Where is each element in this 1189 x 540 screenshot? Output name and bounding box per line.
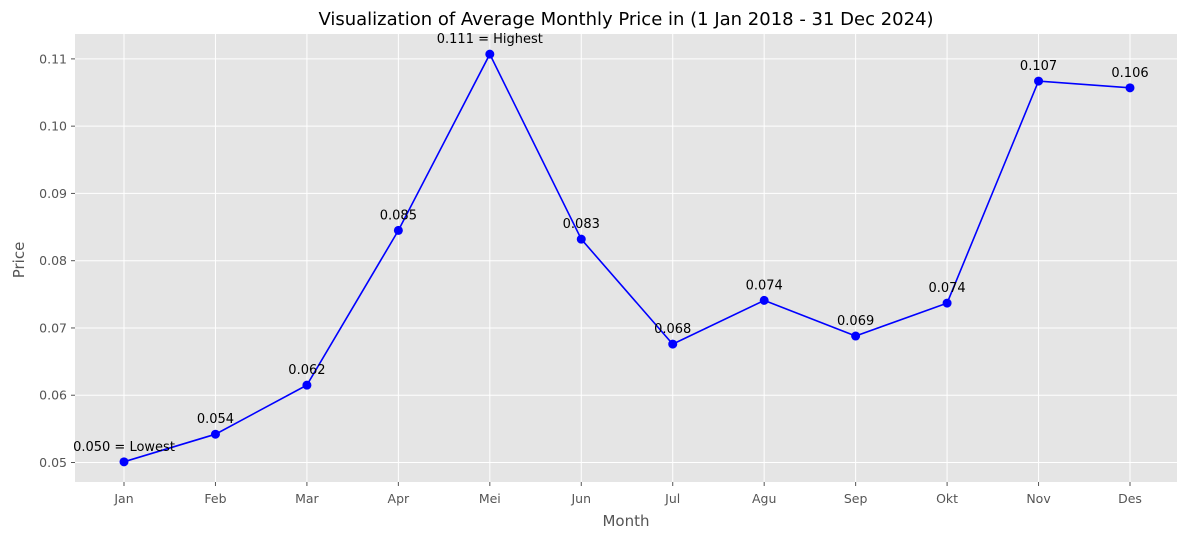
data-point: [1125, 83, 1135, 93]
series-line: [123, 52, 1131, 463]
data-point: [119, 457, 129, 467]
data-point: [210, 429, 220, 439]
data-label: 0.074: [928, 281, 965, 296]
x-tick-label: Okt: [936, 491, 958, 506]
data-label: 0.054: [197, 412, 234, 427]
y-tick-label: 0.05: [39, 455, 67, 470]
x-tick-label: Sep: [844, 491, 868, 506]
y-axis-ticks: 0.05 0.06 0.07 0.08 0.09 0.10 0.11: [39, 51, 75, 470]
data-point: [668, 339, 678, 349]
y-tick-label: 0.07: [39, 320, 67, 335]
data-label: 0.111 = Highest: [437, 32, 543, 47]
data-point: [1034, 76, 1044, 86]
data-point: [485, 49, 495, 59]
y-tick-label: 0.08: [39, 253, 67, 268]
data-point: [851, 331, 861, 341]
data-label: 0.107: [1020, 59, 1057, 74]
y-tick-label: 0.11: [39, 51, 67, 66]
series-markers: [119, 49, 1135, 467]
x-tick-label: Feb: [204, 491, 226, 506]
plot-area: [75, 34, 1177, 482]
x-tick-label: Agu: [752, 491, 776, 506]
data-label: 0.062: [288, 363, 325, 378]
y-tick-label: 0.09: [39, 186, 67, 201]
x-axis-label: Month: [602, 512, 649, 530]
data-point: [942, 298, 952, 308]
x-tick-label: Jun: [571, 491, 592, 506]
x-tick-label: Des: [1118, 491, 1142, 506]
x-tick-label: Mei: [479, 491, 501, 506]
data-label: 0.068: [654, 322, 691, 337]
data-point: [393, 225, 403, 235]
data-label: 0.083: [563, 217, 600, 232]
data-label: 0.074: [746, 278, 783, 293]
x-tick-label: Apr: [388, 491, 410, 506]
x-tick-label: Jul: [664, 491, 680, 506]
data-label: 0.085: [380, 208, 417, 223]
data-point: [759, 295, 769, 305]
y-tick-label: 0.10: [39, 119, 67, 134]
x-tick-label: Mar: [295, 491, 319, 506]
x-axis-ticks: Jan Feb Mar Apr Mei Jun Jul Agu Sep Okt Nov Des: [113, 482, 1142, 506]
data-point: [302, 380, 312, 390]
y-tick-label: 0.06: [39, 388, 67, 403]
grid: [75, 34, 1177, 482]
data-label: 0.106: [1111, 66, 1148, 81]
x-tick-label: Nov: [1026, 491, 1051, 506]
chart-title: Visualization of Average Monthly Price i…: [318, 9, 933, 30]
data-label: 0.050 = Lowest: [73, 440, 175, 455]
x-tick-label: Jan: [113, 491, 133, 506]
data-labels: 0.050 = Lowest 0.054 0.062 0.085 0.111 = Hig…: [73, 32, 1149, 455]
data-label: 0.069: [837, 314, 874, 329]
data-point: [576, 234, 586, 244]
y-axis-label: Price: [10, 242, 28, 279]
